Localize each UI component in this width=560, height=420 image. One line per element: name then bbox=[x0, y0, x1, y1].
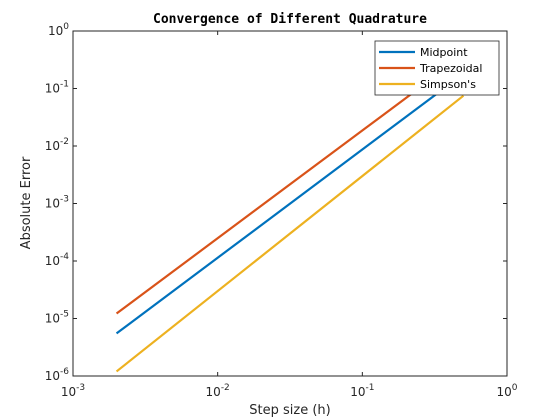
x-tick-label-base: 10 bbox=[61, 385, 76, 399]
y-tick-label-base: 10 bbox=[45, 82, 60, 96]
y-tick-label-exponent: -2 bbox=[60, 137, 69, 147]
y-tick-label-base: 10 bbox=[45, 369, 60, 383]
x-axis-label: Step size (h) bbox=[249, 403, 330, 418]
x-tick-label-base: 10 bbox=[350, 385, 365, 399]
ticks-layer: 10-3 10-2 10-1 10010-610-510-410-310-210-11… bbox=[45, 22, 518, 399]
legend: Midpoint Trapezoidal Simpson's bbox=[374, 40, 500, 96]
y-tick-label-exponent: -5 bbox=[60, 310, 69, 320]
y-tick-label: 10-5 bbox=[45, 310, 69, 326]
y-tick-label: 100 bbox=[48, 22, 69, 38]
y-tick-label-exponent: 0 bbox=[63, 22, 69, 32]
x-tick-label-exponent: -2 bbox=[221, 383, 230, 393]
y-axis-label: Absolute Error bbox=[19, 156, 34, 249]
y-tick-label-base: 10 bbox=[45, 254, 60, 268]
x-tick-label: 10-2 bbox=[206, 383, 230, 399]
y-tick-label-base: 10 bbox=[45, 139, 60, 153]
y-tick-label: 10-1 bbox=[45, 80, 69, 96]
chart-title: Convergence of Different Quadrature bbox=[153, 12, 427, 27]
series-layer bbox=[115, 54, 465, 373]
y-tick-label-base: 10 bbox=[45, 312, 60, 326]
series-line-midpoint bbox=[115, 72, 465, 335]
y-tick-label: 10-3 bbox=[45, 195, 69, 211]
x-tick-label-exponent: -1 bbox=[365, 383, 374, 393]
series-line-simpson-s bbox=[115, 94, 465, 373]
x-tick-label-exponent: -3 bbox=[76, 383, 85, 393]
x-tick-label-base: 10 bbox=[206, 385, 221, 399]
x-tick-label-base: 10 bbox=[496, 385, 511, 399]
y-tick-label-exponent: -1 bbox=[60, 80, 69, 90]
legend-label: Trapezoidal bbox=[419, 62, 482, 75]
y-tick-label-exponent: -3 bbox=[60, 195, 69, 205]
y-tick-label-exponent: -4 bbox=[60, 252, 69, 262]
y-tick-label: 10-6 bbox=[45, 367, 70, 383]
x-tick-label: 10-1 bbox=[350, 383, 374, 399]
legend-label: Simpson's bbox=[420, 78, 476, 91]
series-line-trapezoidal bbox=[115, 54, 465, 315]
y-tick-label: 10-2 bbox=[45, 137, 69, 153]
legend-label: Midpoint bbox=[420, 46, 468, 59]
y-tick-label: 10-4 bbox=[45, 252, 70, 268]
y-tick-label-base: 10 bbox=[45, 197, 60, 211]
x-tick-label: 10-3 bbox=[61, 383, 85, 399]
x-tick-label: 100 bbox=[496, 383, 517, 399]
y-tick-label-base: 10 bbox=[48, 24, 63, 38]
y-tick-label-exponent: -6 bbox=[60, 367, 69, 377]
x-tick-label-exponent: 0 bbox=[512, 383, 518, 393]
